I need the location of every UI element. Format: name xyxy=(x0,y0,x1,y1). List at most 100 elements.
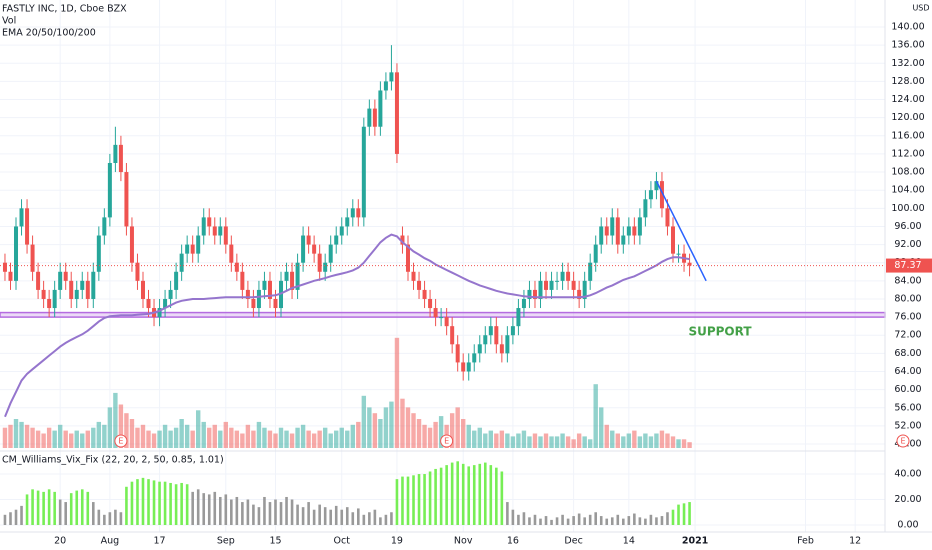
candle-body xyxy=(444,317,449,327)
y-tick-label: 92.00 xyxy=(894,239,921,250)
candle-body xyxy=(350,208,355,218)
volume-bar xyxy=(168,430,173,448)
indicator-bar xyxy=(594,512,598,525)
volume-bar xyxy=(560,433,565,448)
indicator-bar xyxy=(666,512,669,525)
candle-body xyxy=(378,90,383,127)
indicator-bar xyxy=(395,479,399,525)
candle-body xyxy=(47,298,52,309)
support-label: SUPPORT xyxy=(688,325,752,339)
volume-bar xyxy=(427,427,433,448)
indicator-bar xyxy=(279,502,283,525)
indicator-bar xyxy=(622,518,625,525)
candle-body xyxy=(648,190,653,200)
indicator-bar xyxy=(561,514,564,525)
volume-bar xyxy=(46,427,52,448)
indicator-bar xyxy=(439,467,443,525)
indicator-bar xyxy=(207,494,211,525)
candle-body xyxy=(124,172,129,227)
volume-bar xyxy=(383,407,389,448)
trend-line xyxy=(655,180,707,282)
volume-bar xyxy=(223,421,229,448)
volume-bar xyxy=(140,424,146,448)
indicator-title: CM_Williams_Vix_Fix (22, 20, 2, 50, 0.85… xyxy=(2,455,224,466)
volume-bar xyxy=(256,421,262,448)
indicator-bar xyxy=(64,502,67,525)
indicator-bar xyxy=(103,514,106,525)
candle-body xyxy=(588,262,593,281)
candle-body xyxy=(610,217,615,236)
indicator-bar xyxy=(539,518,542,525)
x-tick-label: 2021 xyxy=(682,536,708,547)
x-tick-label: 15 xyxy=(269,536,281,547)
indicator-bar xyxy=(285,496,288,525)
candle-body xyxy=(659,181,664,209)
indicator-bar xyxy=(428,471,432,525)
x-tick-label: Oct xyxy=(334,536,351,547)
ema-line xyxy=(4,233,690,418)
volume-bar xyxy=(212,424,217,448)
candle-body xyxy=(290,271,295,290)
indicator-bar xyxy=(47,489,51,525)
indicator-bar xyxy=(544,516,548,525)
x-tick-label: Aug xyxy=(101,536,120,547)
volume-bar xyxy=(306,430,311,448)
volume-bar xyxy=(604,424,609,448)
volume-bar xyxy=(30,427,35,448)
y-tick-label: 60.00 xyxy=(894,384,921,395)
x-tick-label: Nov xyxy=(454,536,473,547)
candle-body xyxy=(544,280,549,290)
indicator-bar xyxy=(9,512,12,525)
volume-bar xyxy=(610,430,615,448)
volume-bar xyxy=(582,436,587,448)
volume-bar xyxy=(632,430,637,448)
indicator-bar xyxy=(677,504,680,525)
volume-bar xyxy=(322,427,328,448)
volume-bar xyxy=(670,436,676,448)
candle-body xyxy=(201,217,206,236)
volume-bar xyxy=(549,436,554,448)
y-tick-label: 56.00 xyxy=(894,402,921,413)
candle-body xyxy=(273,298,278,309)
candle-body xyxy=(604,226,609,236)
candle-body xyxy=(477,344,482,354)
indicator-bar xyxy=(125,486,128,525)
candle-body xyxy=(334,235,339,245)
indicator-bar xyxy=(577,513,581,525)
volume-bar xyxy=(543,433,549,448)
volume-bar xyxy=(466,424,471,448)
candle-body xyxy=(532,289,537,299)
indicator-bar xyxy=(53,491,56,525)
indicator-bar xyxy=(555,517,559,525)
indicator-bar xyxy=(152,480,156,525)
candle-body xyxy=(433,308,438,318)
candle-body xyxy=(571,280,576,290)
candle-body xyxy=(339,226,344,236)
volume-bar xyxy=(356,421,361,448)
candle-body xyxy=(262,280,267,290)
volume-bar xyxy=(461,419,466,448)
volume-bar xyxy=(184,424,190,448)
earnings-label: E xyxy=(444,437,449,446)
earnings-marker[interactable] xyxy=(896,434,910,448)
candle-body xyxy=(676,253,681,255)
candle-body xyxy=(461,362,466,372)
candle-body xyxy=(174,271,179,290)
candle-body xyxy=(394,72,399,154)
earnings-marker xyxy=(440,434,454,448)
indicator-bar xyxy=(14,509,18,525)
candle-body xyxy=(2,262,7,272)
volume-bar xyxy=(146,430,151,448)
candle-body xyxy=(118,144,123,173)
indicator-bar xyxy=(357,508,360,525)
candle-body xyxy=(240,271,245,290)
indicator-bar xyxy=(390,512,393,525)
candle-body xyxy=(30,244,35,272)
volume-bar xyxy=(113,392,118,448)
volume-bar xyxy=(565,436,571,448)
candle-body xyxy=(626,226,631,236)
volume-bar xyxy=(63,430,68,448)
indicator-bar xyxy=(334,505,338,525)
volume-bar xyxy=(665,433,670,448)
